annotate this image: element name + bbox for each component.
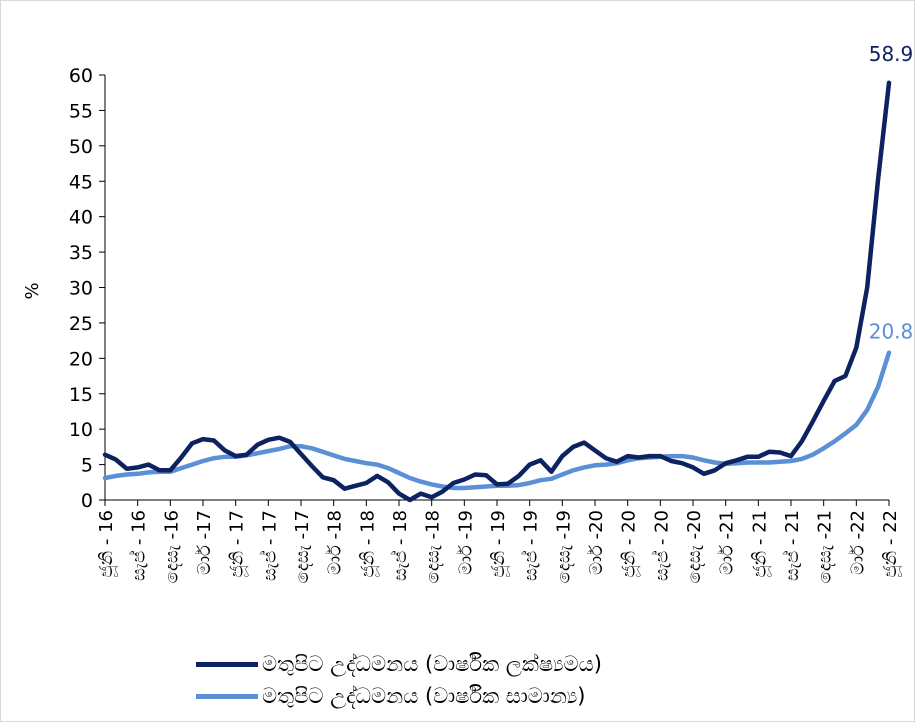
end-label-annual-average: 20.8 (869, 320, 914, 344)
y-tick-label: 60 (69, 65, 93, 87)
x-tick-label: සැප් - 17 (259, 510, 280, 581)
x-tick-label: ජූනි - 18 (357, 510, 378, 578)
x-tick-label: ජූනි - 17 (227, 510, 248, 578)
x-tick-label: දෙසැ -18 (423, 510, 444, 583)
x-tick-label: දෙසැ -20 (684, 510, 705, 583)
series-layer: 20.8 58.9 (102, 42, 914, 503)
x-tick-label: දෙසැ -17 (292, 510, 313, 583)
y-tick-label: 10 (69, 419, 93, 441)
x-tick-label: දෙසැ -19 (553, 510, 574, 583)
y-axis-label: % (22, 282, 43, 299)
series-line-point-to-point (102, 80, 892, 503)
end-label-point-to-point: 58.9 (869, 42, 914, 66)
y-tick-label: 55 (69, 100, 93, 122)
x-tick-label: මාර් -21 (717, 510, 738, 575)
legend-item-point-to-point: මතුපිට උද්ධමනය (වාර්ෂික ලක්ෂ්‍යමය) (196, 652, 602, 677)
x-axis: ජූනි - 16 සැප් - 16 දෙසැ -16 මාර් -17 ජූනි -… (96, 499, 901, 583)
x-tick-label: ජූනි - 22 (880, 510, 901, 578)
legend-label-annual-average: මතුපිට උද්ධමනය (වාර්ෂික සාමාන්‍ය) (262, 684, 586, 708)
x-tick-label: දෙසැ -16 (161, 510, 182, 583)
y-tick-label: 0 (81, 490, 93, 512)
x-tick-label: සැප් - 16 (128, 510, 149, 581)
x-tick-label: ජූනි - 19 (488, 510, 509, 578)
y-tick-label: 15 (69, 384, 93, 406)
y-tick-label: 20 (69, 348, 93, 370)
x-tick-label: ජූනි - 20 (619, 510, 640, 578)
y-tick-label: 25 (69, 313, 93, 335)
x-tick-label: සැප් - 20 (651, 510, 672, 581)
x-tick-label: ජූනි - 21 (749, 510, 770, 578)
y-tick-label: 45 (69, 171, 93, 193)
x-tick-label: මාර් -20 (586, 510, 607, 575)
series-line-annual-average (102, 350, 892, 491)
y-tick-label: 35 (69, 242, 93, 264)
y-tick-label: 50 (69, 136, 93, 158)
y-tick-label: 30 (69, 278, 93, 300)
x-tick-label: සැප් - 21 (782, 510, 803, 581)
x-tick-label: මාර් -19 (455, 510, 476, 575)
x-tick-label: මාර් -18 (325, 510, 346, 575)
y-axis: 0 5 10 15 20 25 30 35 40 45 50 55 60 (69, 65, 106, 512)
x-tick-label: සැප් - 19 (520, 510, 541, 581)
x-tick-label: ජූනි - 16 (96, 510, 117, 578)
legend-label-point-to-point: මතුපිට උද්ධමනය (වාර්ෂික ලක්ෂ්‍යමය) (262, 652, 602, 676)
x-tick-label: මාර් -22 (847, 510, 868, 575)
legend-item-annual-average: මතුපිට උද්ධමනය (වාර්ෂික සාමාන්‍ය) (196, 684, 586, 709)
y-tick-label: 5 (81, 455, 93, 477)
x-tick-label: මාර් -17 (194, 510, 215, 575)
x-tick-label: සැප් - 18 (390, 510, 411, 581)
y-tick-label: 40 (69, 207, 93, 229)
legend-swatch-annual-average (196, 694, 258, 699)
x-tick-label: දෙසැ -21 (815, 510, 836, 583)
legend-swatch-point-to-point (196, 662, 258, 667)
